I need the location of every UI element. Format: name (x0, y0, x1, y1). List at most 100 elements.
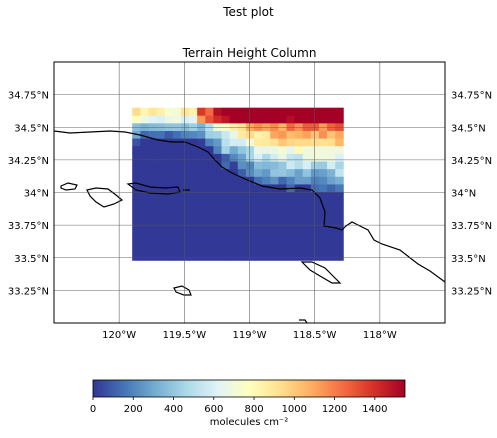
heatmap-cell (164, 176, 174, 185)
heatmap-cell (213, 206, 222, 215)
heatmap-cell (229, 191, 239, 200)
heatmap-cell (262, 138, 271, 147)
heatmap-cell (262, 176, 271, 185)
heatmap-cell (221, 191, 231, 200)
heatmap-cell (197, 168, 206, 177)
heatmap-cell (148, 237, 157, 246)
heatmap-cell (278, 237, 287, 246)
x-tick-label: 118.5°W (293, 330, 337, 341)
heatmap-cell (164, 214, 174, 223)
heatmap-cell (270, 107, 279, 116)
heatmap-cell (302, 214, 312, 223)
heatmap-cell (245, 115, 255, 124)
heatmap-cell (132, 191, 141, 200)
heatmap-cell (148, 222, 157, 231)
heatmap-cell (335, 222, 344, 231)
colorbar-label: molecules cm⁻² (209, 417, 289, 428)
heatmap-cell (197, 252, 206, 261)
heatmap-cell (327, 153, 336, 162)
heatmap-cell (318, 214, 328, 223)
heatmap-cell (237, 191, 247, 200)
heatmap-cell (327, 252, 336, 261)
heatmap-cell (262, 229, 271, 238)
heatmap-cell (172, 176, 182, 185)
heatmap-cell (205, 229, 214, 238)
heatmap-cell (156, 168, 166, 177)
heatmap-cell (156, 199, 166, 208)
heatmap-cell (221, 176, 231, 185)
heatmap-cell (327, 237, 336, 246)
heatmap-cell (140, 199, 149, 208)
heatmap-cell (156, 176, 166, 185)
heatmap-cell (245, 130, 255, 139)
heatmap-cell (318, 115, 328, 124)
heatmap-cell (205, 176, 214, 185)
heatmap-cell (189, 107, 198, 116)
heatmap-cell (229, 168, 239, 177)
heatmap-cell (237, 252, 247, 261)
heatmap-cell (132, 214, 141, 223)
heatmap-cell (254, 138, 263, 147)
heatmap-cell (254, 214, 263, 223)
heatmap-cell (164, 222, 174, 231)
heatmap-cell (164, 153, 174, 162)
heatmap-cell (156, 252, 166, 261)
heatmap-cell (148, 199, 157, 208)
heatmap-cell (164, 206, 174, 215)
heatmap-cell (197, 199, 206, 208)
y-tick-label-right: 33.25°N (451, 286, 492, 297)
heatmap-cell (310, 138, 320, 147)
heatmap-cell (310, 153, 320, 162)
heatmap-cell (132, 237, 141, 246)
heatmap-cell (270, 199, 279, 208)
heatmap-cell (262, 214, 271, 223)
heatmap-cell (310, 191, 320, 200)
heatmap-cell (221, 206, 231, 215)
y-tick-label-left: 34°N (24, 189, 49, 200)
heatmap-cell (262, 107, 271, 116)
heatmap-cell (132, 206, 141, 215)
heatmap-cell (270, 153, 279, 162)
heatmap-cell (189, 145, 198, 154)
heatmap-cell (180, 184, 190, 193)
heatmap-cell (254, 229, 263, 238)
heatmap-cell (262, 245, 271, 254)
heatmap-cell (148, 184, 157, 193)
heatmap-cell (302, 237, 312, 246)
heatmap-cell (237, 206, 247, 215)
heatmap-cell (213, 184, 222, 193)
heatmap-cell (205, 199, 214, 208)
heatmap-cell (310, 229, 320, 238)
y-tick-label-left: 34.5°N (14, 123, 49, 134)
heatmap-cell (140, 214, 149, 223)
heatmap-cell (156, 107, 166, 116)
heatmap-cell (318, 252, 328, 261)
heatmap-cell (294, 130, 304, 139)
heatmap-cell (327, 130, 336, 139)
heatmap-cell (189, 206, 198, 215)
heatmap-cell (180, 252, 190, 261)
heatmap-cell (197, 237, 206, 246)
heatmap-cell (294, 206, 304, 215)
heatmap-cell (310, 206, 320, 215)
heatmap-cell (140, 138, 149, 147)
heatmap-cell (197, 138, 206, 147)
heatmap-cell (156, 222, 166, 231)
heatmap-cell (286, 153, 296, 162)
heatmap-cell (245, 145, 255, 154)
heatmap-cell (164, 252, 174, 261)
heatmap-cell (278, 145, 287, 154)
heatmap-cell (327, 199, 336, 208)
heatmap-cell (270, 237, 279, 246)
heatmap-cell (335, 229, 344, 238)
heatmap-cell (221, 130, 231, 139)
heatmap-cell (213, 245, 222, 254)
heatmap-cell (327, 145, 336, 154)
heatmap-cell (132, 245, 141, 254)
heatmap-cell (278, 222, 287, 231)
y-tick-label-left: 34.75°N (8, 91, 49, 102)
heatmap-cell (148, 138, 157, 147)
heatmap-cell (213, 153, 222, 162)
y-tick-label-right: 34°N (451, 189, 476, 200)
heatmap-cell (245, 222, 255, 231)
